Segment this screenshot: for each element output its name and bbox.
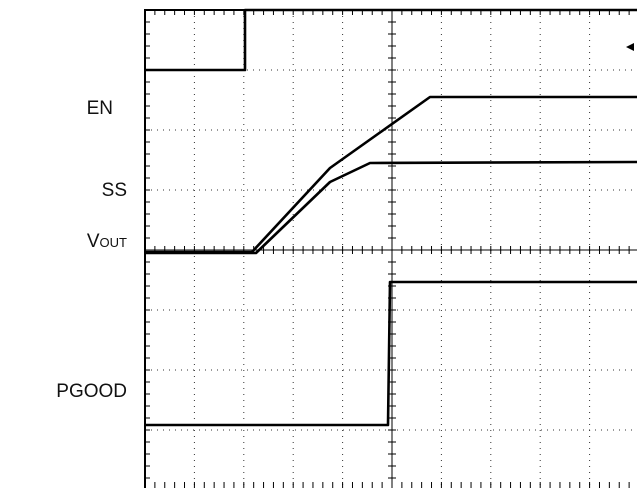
scope-grid: [144, 9, 637, 488]
ss-label: SS: [102, 180, 127, 201]
vout-trace: [145, 160, 637, 255]
trigger-marker: [626, 43, 634, 51]
pgood-trace: [145, 280, 637, 427]
en-label: EN: [87, 98, 113, 119]
vout-label: VOUT: [87, 231, 127, 252]
vout-main: V: [87, 231, 100, 252]
en-trace: [145, 8, 637, 72]
ss-trace: [145, 95, 637, 254]
pgood-label: PGOOD: [56, 381, 127, 402]
vout-sub: OUT: [100, 235, 128, 250]
